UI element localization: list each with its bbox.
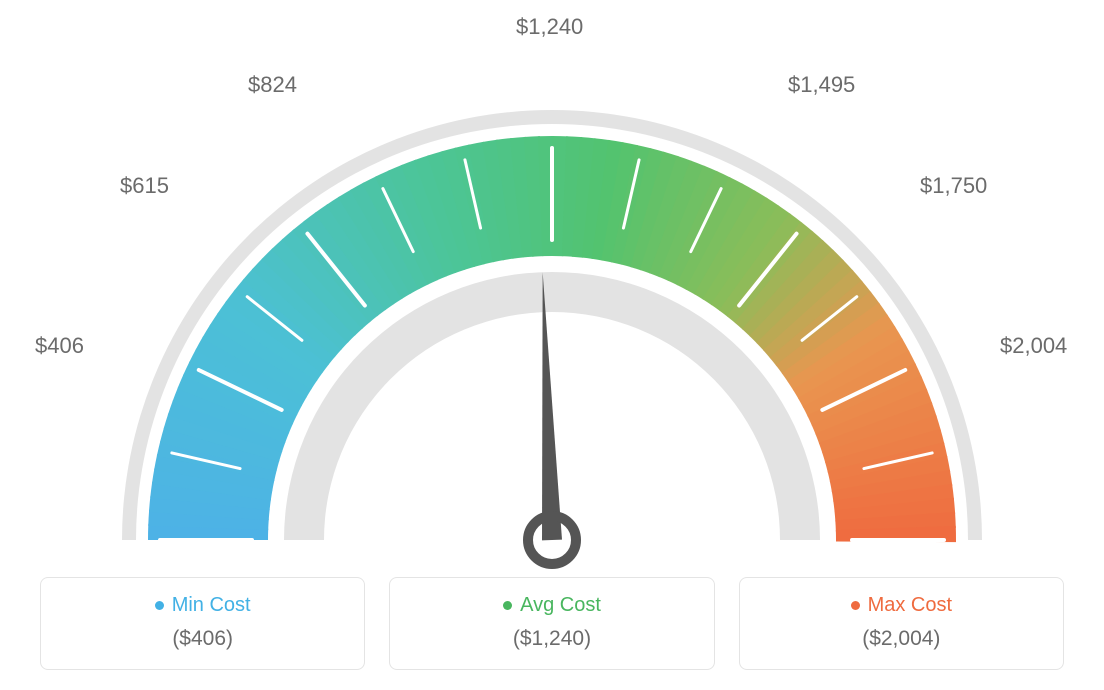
legend-card-avg: Avg Cost ($1,240): [389, 577, 714, 670]
gauge-tick-label: $1,750: [920, 173, 987, 199]
gauge-area: $406 $615 $824 $1,240 $1,495 $1,750 $2,004: [0, 0, 1104, 580]
gauge-tick-label: $1,240: [516, 14, 583, 40]
legend-title-avg: Avg Cost: [503, 594, 601, 617]
legend-dot-avg: [503, 601, 512, 610]
legend-row: Min Cost ($406) Avg Cost ($1,240) Max Co…: [40, 577, 1064, 670]
legend-value-min: ($406): [59, 627, 346, 651]
gauge-svg: [0, 0, 1104, 580]
legend-label-avg: Avg Cost: [520, 594, 601, 617]
gauge-tick-label: $2,004: [1000, 333, 1067, 359]
legend-label-min: Min Cost: [172, 594, 251, 617]
legend-title-min: Min Cost: [155, 594, 251, 617]
legend-dot-min: [155, 601, 164, 610]
gauge-tick-label: $406: [35, 333, 84, 359]
gauge-tick-label: $824: [248, 72, 297, 98]
legend-dot-max: [851, 601, 860, 610]
gauge-tick-label: $615: [120, 173, 169, 199]
legend-card-min: Min Cost ($406): [40, 577, 365, 670]
legend-value-max: ($2,004): [758, 627, 1045, 651]
legend-label-max: Max Cost: [868, 594, 952, 617]
legend-value-avg: ($1,240): [408, 627, 695, 651]
gauge-tick-label: $1,495: [788, 72, 855, 98]
legend-title-max: Max Cost: [851, 594, 952, 617]
legend-card-max: Max Cost ($2,004): [739, 577, 1064, 670]
cost-gauge-chart: $406 $615 $824 $1,240 $1,495 $1,750 $2,004 Min…: [0, 0, 1104, 690]
